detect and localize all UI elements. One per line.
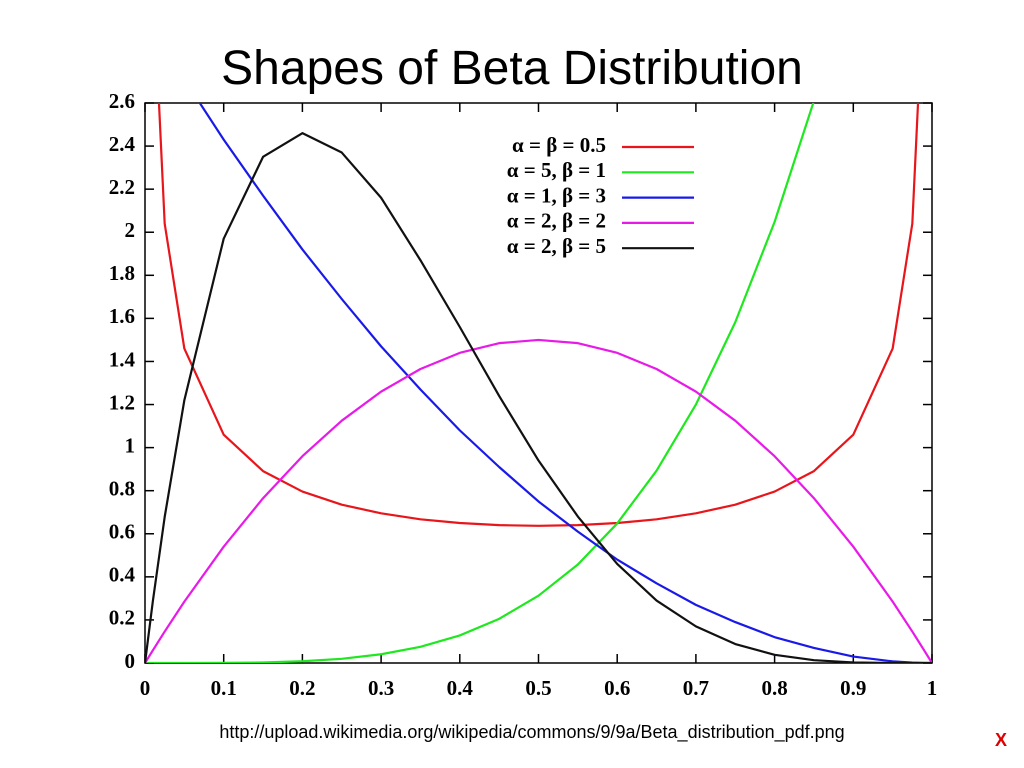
plot-area (145, 103, 932, 663)
source-url: http://upload.wikimedia.org/wikipedia/co… (219, 722, 844, 743)
x-tick-label: 0.2 (289, 676, 315, 700)
y-tick-label: 2.4 (109, 132, 136, 156)
legend-label: α = 2, β = 2 (507, 209, 606, 233)
y-tick-label: 0.4 (109, 563, 136, 587)
series-line (145, 338, 932, 663)
x-tick-label: 1 (927, 676, 938, 700)
y-tick-label: 1.6 (109, 304, 135, 328)
series-line (198, 103, 932, 663)
series-line (145, 132, 932, 663)
x-tick-label: 0.8 (761, 676, 787, 700)
y-tick-label: 1.4 (109, 347, 136, 371)
y-tick-label: 0.2 (109, 606, 135, 630)
y-tick-label: 2.6 (109, 89, 135, 113)
x-tick-label: 0.9 (840, 676, 866, 700)
x-tick-label: 0 (140, 676, 151, 700)
x-tick-label: 0.1 (211, 676, 237, 700)
series-line (145, 103, 815, 663)
legend-label: α = 5, β = 1 (507, 158, 606, 182)
x-tick-label: 0.6 (604, 676, 630, 700)
close-button[interactable]: X (995, 730, 1007, 750)
chart-title: Shapes of Beta Distribution (221, 42, 803, 95)
y-tick-label: 1.2 (109, 390, 135, 414)
x-tick-label: 0.3 (368, 676, 394, 700)
y-tick-label: 2.2 (109, 175, 135, 199)
series-line (157, 103, 920, 527)
y-tick-label: 0 (125, 649, 136, 673)
y-tick-label: 2 (125, 218, 136, 242)
x-tick-label: 0.5 (525, 676, 551, 700)
y-tick-label: 0.8 (109, 477, 135, 501)
legend-label: α = 2, β = 5 (507, 234, 606, 258)
x-tick-label: 0.7 (683, 676, 709, 700)
legend-label: α = β = 0.5 (512, 133, 606, 157)
y-tick-label: 1 (125, 433, 136, 457)
legend-label: α = 1, β = 3 (507, 183, 606, 207)
y-tick-label: 1.8 (109, 261, 135, 285)
y-tick-label: 0.6 (109, 520, 135, 544)
x-tick-label: 0.4 (447, 676, 474, 700)
